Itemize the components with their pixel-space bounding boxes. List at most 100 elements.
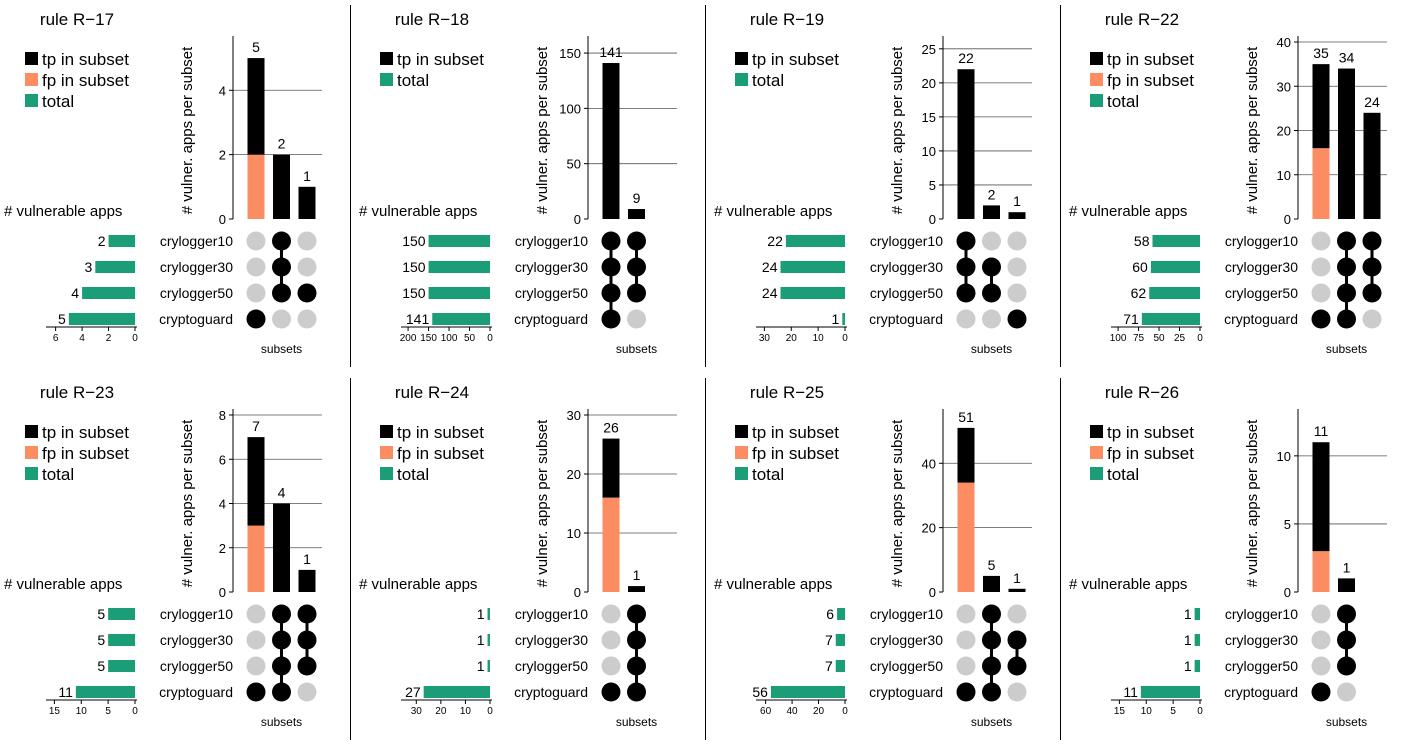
legend-label-tp: tp in subset xyxy=(397,50,484,69)
bar-value-label: 1 xyxy=(1343,559,1351,575)
matrix-dot-empty xyxy=(601,656,621,676)
totals-tick-label: 5 xyxy=(105,706,111,717)
set-name: crylogger10 xyxy=(515,606,588,622)
matrix-dot-empty xyxy=(297,309,317,329)
bar-value-label: 1 xyxy=(303,168,311,184)
matrix-dot-filled xyxy=(982,283,1001,303)
matrix-dot-empty xyxy=(297,682,317,702)
y-tick-label: 20 xyxy=(1277,124,1291,139)
y-tick-label: 4 xyxy=(219,497,226,512)
bar-fp xyxy=(247,154,265,219)
matrix-dot-empty xyxy=(1311,630,1331,650)
total-value-label: 11 xyxy=(1123,684,1138,700)
vulnerable-apps-label: # vulnerable apps xyxy=(714,203,832,220)
legend-label-tp: tp in subset xyxy=(752,423,839,442)
set-name: crylogger10 xyxy=(160,233,233,249)
total-bar xyxy=(95,261,135,273)
y-axis-label: # vulner. apps per subset xyxy=(1244,419,1261,587)
matrix-dot-empty xyxy=(246,656,266,676)
total-bar xyxy=(487,634,490,646)
set-name: crylogger30 xyxy=(515,259,588,275)
y-tick-label: 0 xyxy=(574,212,581,227)
chart-panel-1: rule R−17 tp in subset fp in subset total # … xyxy=(4,10,322,356)
bar-value-label: 1 xyxy=(1013,193,1021,209)
y-tick-label: 0 xyxy=(219,585,226,600)
bar-tp xyxy=(1312,64,1330,149)
y-tick-label: 30 xyxy=(1277,79,1291,94)
totals-tick-label: 5 xyxy=(1170,706,1176,717)
total-value-label: 11 xyxy=(58,684,73,700)
matrix-dot-filled xyxy=(272,283,291,303)
bar-tp xyxy=(602,63,620,219)
y-tick-label: 0 xyxy=(1284,585,1291,600)
y-tick-label: 100 xyxy=(559,101,581,116)
legend-swatch-total xyxy=(1090,467,1103,480)
legend-swatch-fp xyxy=(1090,446,1103,459)
bar-value-label: 11 xyxy=(1314,423,1329,439)
bar-tp xyxy=(273,154,290,219)
totals-tick-label: 60 xyxy=(760,706,772,717)
total-bar xyxy=(487,608,490,620)
y-axis-label: # vulner. apps per subset xyxy=(534,419,551,587)
matrix-dot-filled xyxy=(956,231,976,251)
matrix-dot-filled xyxy=(272,604,291,624)
y-tick-label: 2 xyxy=(219,541,226,556)
y-tick-label: 10 xyxy=(1277,168,1291,183)
totals-tick-label: 30 xyxy=(411,706,423,717)
legend-label-total: total xyxy=(397,71,429,90)
total-value-label: 5 xyxy=(58,311,66,327)
y-tick-label: 50 xyxy=(567,157,581,172)
set-name: crylogger30 xyxy=(1225,259,1298,275)
matrix-dot-empty xyxy=(601,604,621,624)
bar-tp xyxy=(1363,112,1381,219)
matrix-dot-empty xyxy=(1007,231,1027,251)
matrix-dot-empty xyxy=(982,231,1001,251)
set-name: cryptoguard xyxy=(159,311,233,327)
matrix-dot-filled xyxy=(1337,257,1356,277)
chart-title: rule R−18 xyxy=(395,10,469,29)
legend-label-fp: fp in subset xyxy=(1107,71,1194,90)
legend-label-total: total xyxy=(1107,92,1139,111)
y-tick-label: 20 xyxy=(922,76,936,91)
totals-tick-label: 2 xyxy=(106,333,112,344)
y-tick-label: 6 xyxy=(219,452,226,467)
total-bar xyxy=(68,313,135,325)
totals-tick-label: 10 xyxy=(1141,706,1153,717)
y-axis-label: # vulner. apps per subset xyxy=(889,46,906,214)
matrix-dot-filled xyxy=(627,231,646,251)
set-name: crylogger50 xyxy=(160,285,233,301)
chart-panel-4: rule R−22 tp in subset fp in subset total # … xyxy=(1069,10,1387,356)
total-value-label: 1 xyxy=(1184,632,1192,648)
bar-value-label: 35 xyxy=(1313,45,1329,61)
y-axis-label: # vulner. apps per subset xyxy=(1244,46,1261,214)
chart-panel-6: rule R−24 tp in subset fp in subset total # … xyxy=(359,383,677,729)
legend-label-tp: tp in subset xyxy=(752,50,839,69)
legend-swatch-fp xyxy=(735,446,748,459)
total-value-label: 27 xyxy=(405,684,421,700)
y-tick-label: 8 xyxy=(219,408,226,423)
y-tick-label: 40 xyxy=(1277,35,1291,50)
bar-tp xyxy=(628,209,645,219)
set-name: crylogger30 xyxy=(870,632,943,648)
totals-tick-label: 20 xyxy=(786,333,798,344)
matrix-dot-filled xyxy=(272,257,291,277)
matrix-dot-filled xyxy=(982,257,1001,277)
y-axis-label: # vulner. apps per subset xyxy=(179,419,196,587)
bar-tp xyxy=(983,575,1000,592)
set-name: crylogger30 xyxy=(870,259,943,275)
matrix-dot-empty xyxy=(956,630,976,650)
y-tick-label: 0 xyxy=(929,585,936,600)
total-value-label: 141 xyxy=(406,311,430,327)
matrix-dot-filled xyxy=(601,309,621,329)
total-bar xyxy=(1149,287,1200,299)
bar-value-label: 5 xyxy=(252,39,260,55)
legend-swatch-tp xyxy=(735,52,748,65)
bar-value-label: 2 xyxy=(278,136,286,152)
total-value-label: 5 xyxy=(97,658,105,674)
matrix-dot-filled xyxy=(982,682,1001,702)
legend-swatch-fp xyxy=(25,73,38,86)
y-tick-label: 25 xyxy=(922,42,936,57)
totals-tick-label: 0 xyxy=(132,706,138,717)
set-name: crylogger30 xyxy=(160,259,233,275)
